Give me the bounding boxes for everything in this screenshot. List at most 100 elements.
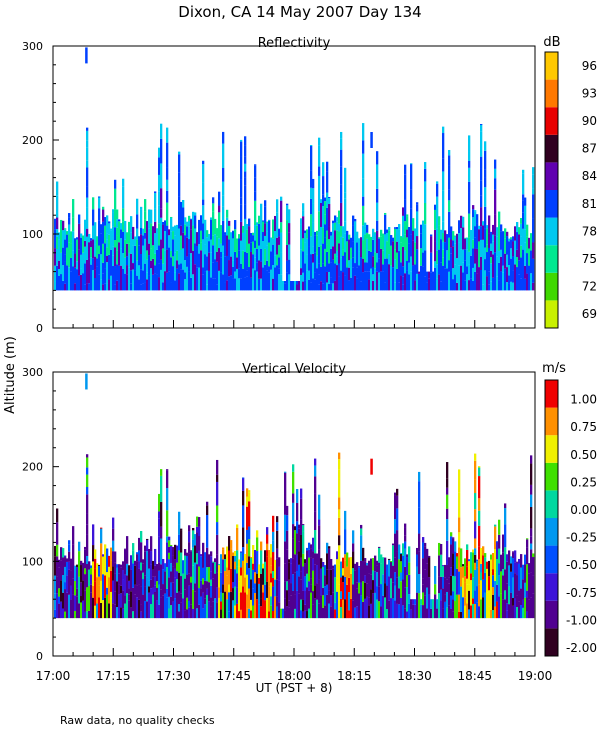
reflectivity-echo-cell: [480, 270, 483, 291]
velocity-echo-cell: [492, 569, 495, 576]
reflectivity-echo-cell: [532, 218, 535, 243]
velocity-echo-cell: [326, 594, 329, 619]
velocity-echo-cell: [362, 547, 365, 561]
reflectivity-echo-cell: [336, 217, 339, 222]
reflectivity-echo-cell: [528, 237, 531, 249]
velocity-echo-cell: [500, 593, 503, 619]
reflectivity-echo-cell: [318, 196, 321, 212]
velocity-echo-cell: [270, 605, 273, 619]
reflectivity-echo-cell: [350, 277, 353, 291]
velocity-echo-cell: [462, 566, 465, 578]
reflectivity-echo-cell: [350, 237, 353, 248]
velocity-echo-cell: [288, 579, 291, 601]
velocity-echo-cell: [300, 579, 303, 600]
velocity-echo-cell: [294, 554, 297, 573]
velocity-echo-cell: [158, 518, 161, 537]
velocity-echo-cell: [300, 610, 303, 619]
velocity-echo-cell: [284, 563, 287, 582]
reflectivity-echo-cell: [450, 270, 453, 291]
reflectivity-echo-cell: [450, 247, 453, 254]
reflectivity-echo-cell: [446, 268, 449, 291]
reflectivity-echo-cell: [192, 211, 195, 226]
velocity-echo-cell: [308, 590, 311, 609]
velocity-echo-cell: [458, 547, 461, 572]
reflectivity-echo-cell: [348, 267, 351, 281]
velocity-echo-cell: [462, 564, 465, 567]
velocity-echo-cell: [400, 581, 403, 598]
velocity-echo-cell: [220, 592, 223, 602]
reflectivity-echo-cell: [202, 223, 205, 240]
velocity-echo-cell: [200, 596, 203, 619]
velocity-echo-cell: [374, 555, 377, 572]
velocity-echo-cell: [468, 590, 471, 610]
reflectivity-echo-cell: [254, 247, 257, 258]
velocity-echo-cell: [178, 534, 181, 551]
velocity-echo-cell: [302, 599, 305, 612]
reflectivity-echo-cell: [62, 265, 65, 281]
reflectivity-echo-cell: [114, 179, 117, 189]
reflectivity-echo-cell: [240, 240, 243, 251]
velocity-echo-cell: [168, 546, 171, 553]
reflectivity-echo-cell: [260, 203, 263, 225]
reflectivity-echo-cell: [350, 247, 353, 259]
reflectivity-echo-cell: [516, 232, 519, 250]
velocity-echo-cell: [518, 563, 521, 591]
velocity-echo-cell: [328, 548, 331, 570]
velocity-echo-cell: [246, 594, 249, 609]
reflectivity-echo-cell: [408, 274, 411, 291]
reflectivity-echo-cell: [144, 282, 147, 291]
velocity-echo-cell: [478, 525, 481, 547]
reflectivity-echo-cell: [162, 248, 165, 264]
reflectivity-echo-cell: [86, 197, 89, 208]
reflectivity-echo-cell: [254, 257, 257, 271]
reflectivity-echo-cell: [322, 283, 325, 291]
reflectivity-echo-cell: [54, 229, 57, 249]
reflectivity-echo-cell: [160, 208, 163, 218]
velocity-echo-cell: [458, 469, 461, 493]
reflectivity-echo-cell: [74, 267, 77, 284]
reflectivity-echo-cell: [436, 228, 439, 251]
velocity-echo-cell: [306, 573, 309, 588]
reflectivity-echo-cell: [72, 250, 75, 267]
reflectivity-echo-cell: [454, 235, 457, 237]
velocity-echo-cell: [284, 471, 287, 473]
reflectivity-echo-cell: [342, 272, 345, 291]
velocity-echo-cell: [356, 588, 359, 607]
velocity-echo-cell: [60, 547, 63, 561]
reflectivity-echo-cell: [160, 123, 163, 139]
velocity-echo-cell: [94, 568, 97, 582]
velocity-echo-cell: [206, 505, 209, 516]
reflectivity-echo-cell: [86, 228, 89, 237]
reflectivity-echo-cell: [98, 196, 101, 209]
velocity-echo-cell: [192, 547, 195, 566]
reflectivity-echo-cell: [84, 240, 87, 247]
reflectivity-echo-cell: [488, 271, 491, 285]
velocity-echo-cell: [530, 494, 533, 508]
velocity-echo-cell: [312, 537, 315, 552]
velocity-echo-cell: [168, 608, 171, 619]
reflectivity-echo-cell: [248, 243, 251, 268]
velocity-colorbar-label: -0.75: [566, 586, 597, 600]
reflectivity-isolated-echo: [85, 47, 88, 64]
reflectivity-echo-cell: [310, 271, 313, 283]
reflectivity-echo-cell: [530, 273, 533, 291]
reflectivity-echo-cell: [500, 249, 503, 257]
velocity-title: Vertical Velocity: [242, 362, 346, 377]
reflectivity-echo-cell: [310, 282, 313, 291]
velocity-echo-cell: [384, 583, 387, 598]
reflectivity-echo-cell: [404, 199, 407, 222]
velocity-echo-cell: [378, 546, 381, 563]
reflectivity-echo-cell: [232, 230, 235, 232]
velocity-echo-cell: [118, 573, 121, 585]
velocity-echo-cell: [488, 606, 491, 619]
velocity-echo-cell: [302, 590, 305, 600]
velocity-echo-cell: [236, 527, 239, 551]
velocity-echo-cell: [124, 603, 127, 619]
reflectivity-echo-cell: [404, 234, 407, 251]
reflectivity-echo-cell: [214, 278, 217, 291]
reflectivity-echo-cell: [324, 266, 327, 291]
velocity-echo-cell: [406, 557, 409, 576]
reflectivity-echo-cell: [252, 235, 255, 242]
